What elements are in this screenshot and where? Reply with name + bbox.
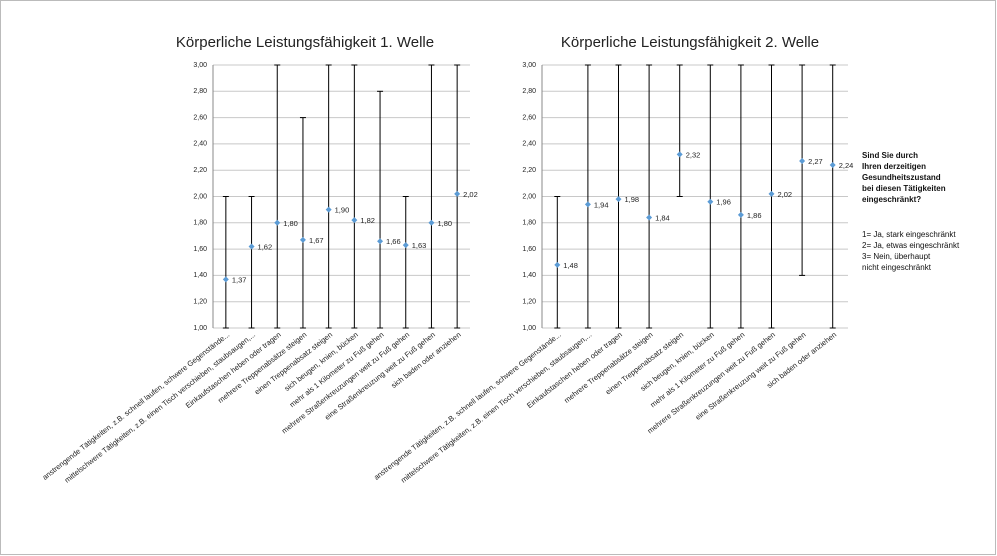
- y-tick-label: 2,60: [522, 114, 536, 121]
- value-label: 1,96: [716, 198, 731, 207]
- value-label: 1,82: [360, 216, 375, 225]
- annotation-question: eingeschränkt?: [862, 195, 921, 204]
- annotation-scale: 2= Ja, etwas eingeschränkt: [862, 241, 960, 250]
- y-tick-label: 2,40: [522, 141, 536, 148]
- point: [737, 211, 744, 218]
- y-tick-label: 1,00: [522, 325, 536, 332]
- point: [454, 190, 461, 197]
- y-tick-label: 2,20: [193, 167, 207, 174]
- annotation-scale: 1= Ja, stark eingeschränkt: [862, 230, 956, 239]
- point: [646, 214, 653, 221]
- point: [676, 151, 683, 158]
- value-label: 1,90: [335, 206, 350, 215]
- y-tick-label: 1,20: [522, 299, 536, 306]
- point: [248, 243, 255, 250]
- value-label: 1,80: [283, 219, 298, 228]
- point: [584, 201, 591, 208]
- value-label: 1,37: [232, 275, 247, 284]
- y-tick-label: 2,00: [522, 193, 536, 200]
- y-tick-label: 1,40: [522, 272, 536, 279]
- point: [325, 206, 332, 213]
- annotation-scale: nicht eingeschränkt: [862, 263, 932, 272]
- y-tick-label: 3,00: [193, 62, 207, 69]
- annotation-question: Gesundheitszustand: [862, 173, 941, 182]
- y-tick-label: 1,60: [193, 246, 207, 253]
- point: [377, 238, 384, 245]
- point: [222, 276, 229, 283]
- y-tick-label: 1,00: [193, 325, 207, 332]
- chart-title: Körperliche Leistungsfähigkeit 1. Welle: [176, 34, 434, 51]
- y-tick-label: 2,40: [193, 141, 207, 148]
- point: [299, 236, 306, 243]
- y-tick-label: 2,20: [522, 167, 536, 174]
- value-label: 1,48: [563, 261, 578, 270]
- y-tick-label: 3,00: [522, 62, 536, 69]
- chart-title: Körperliche Leistungsfähigkeit 2. Welle: [561, 34, 819, 51]
- y-tick-label: 1,60: [522, 246, 536, 253]
- point: [554, 261, 561, 268]
- annotation-scale: 3= Nein, überhaupt: [862, 252, 931, 261]
- annotation-question: Sind Sie durch: [862, 151, 918, 160]
- point: [768, 190, 775, 197]
- value-label: 2,27: [808, 157, 823, 166]
- value-label: 1,66: [386, 237, 401, 246]
- point: [799, 157, 806, 164]
- point: [829, 161, 836, 168]
- value-label: 2,32: [686, 150, 701, 159]
- y-tick-label: 2,80: [522, 88, 536, 95]
- value-label: 2,02: [778, 190, 793, 199]
- value-label: 1,80: [437, 219, 452, 228]
- point: [615, 196, 622, 203]
- value-label: 1,98: [625, 195, 640, 204]
- point: [402, 242, 409, 249]
- value-label: 2,02: [463, 190, 478, 199]
- y-tick-label: 2,80: [193, 88, 207, 95]
- value-label: 1,94: [594, 200, 609, 209]
- value-label: 1,67: [309, 236, 324, 245]
- value-label: 2,24: [839, 161, 854, 170]
- y-tick-label: 1,20: [193, 299, 207, 306]
- value-label: 1,86: [747, 211, 762, 220]
- value-label: 1,84: [655, 214, 670, 223]
- annotation-question: bei diesen Tätigkeiten: [862, 184, 946, 193]
- y-tick-label: 2,00: [193, 193, 207, 200]
- annotation-question: Ihren derzeitigen: [862, 162, 926, 171]
- point: [428, 219, 435, 226]
- y-tick-label: 1,40: [193, 272, 207, 279]
- value-label: 1,62: [258, 242, 273, 251]
- point: [274, 219, 281, 226]
- value-label: 1,63: [412, 241, 427, 250]
- point: [707, 198, 714, 205]
- y-tick-label: 1,80: [193, 220, 207, 227]
- y-tick-label: 1,80: [522, 220, 536, 227]
- y-tick-label: 2,60: [193, 114, 207, 121]
- point: [351, 217, 358, 224]
